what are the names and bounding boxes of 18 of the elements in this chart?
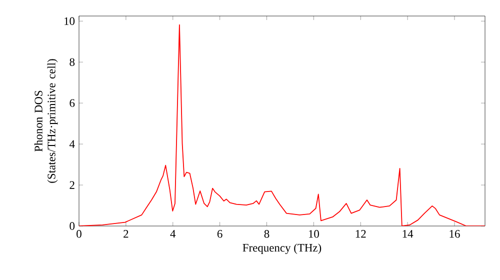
- x-tick-label: 0: [76, 230, 82, 238]
- line-series: [79, 24, 486, 226]
- x-tick-label: 16: [450, 230, 460, 238]
- x-tick-label: 8: [264, 230, 270, 238]
- x-tick-label: 4: [170, 230, 176, 238]
- y-tick-label: 4: [69, 140, 75, 148]
- y-axis-title: Phonon DOS (States/THz·primitive cell): [34, 59, 58, 183]
- x-tick-label: 6: [217, 230, 222, 238]
- x-tick-label: 10: [308, 230, 319, 238]
- x-axis-title: Frequency (THz): [242, 244, 322, 254]
- x-tick-label: 14: [402, 230, 414, 238]
- x-tick-label: 2: [124, 230, 128, 238]
- x-tick-label: 12: [356, 230, 366, 238]
- y-tick-label: 8: [70, 58, 75, 66]
- y-tick-label: 6: [70, 99, 75, 107]
- y-tick-label: 0: [70, 222, 75, 230]
- y-tick-label: 2: [70, 181, 74, 189]
- y-tick-label: 10: [64, 17, 75, 25]
